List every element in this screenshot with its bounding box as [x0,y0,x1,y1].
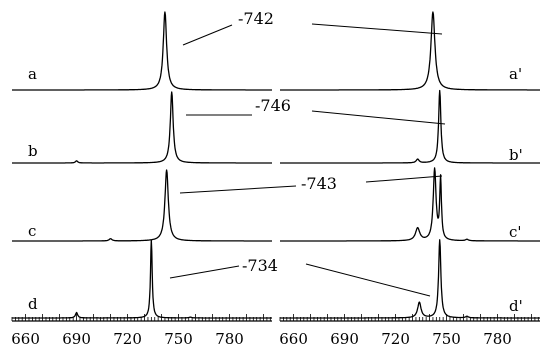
leader-742-left [182,24,233,46]
spectra-traces [11,11,541,319]
trace-label-a: a [28,65,37,83]
leader-742-right [311,23,443,35]
annotation-746: -746 [255,96,291,115]
peak-annotations: -742 -746 -743 -734 [169,9,446,297]
trace-label-c: c [28,222,36,240]
spectrum-trace-b-prime [279,89,541,164]
x-tick-label: 780 [215,330,244,348]
x-tick-label: 720 [381,330,410,348]
x-tick-label: 690 [330,330,359,348]
x-tick-label: 660 [11,330,40,348]
x-tick-label: 750 [164,330,193,348]
trace-labels: a b c d a' b' c' d' [28,65,523,315]
trace-label-c-prime: c' [509,223,522,241]
leader-743-left [179,185,297,194]
annotation-734: -734 [242,256,278,275]
x-tick-label: 780 [483,330,512,348]
x-tick-label: 720 [113,330,142,348]
spectrum-trace-b [11,91,273,164]
spectrum-trace-a-prime [279,11,541,91]
trace-label-b-prime: b' [509,146,523,164]
spectrum-trace-d [11,239,273,319]
spectrum-trace-d-prime [279,239,541,319]
annotation-742: -742 [238,9,274,28]
spectrum-trace-a [11,11,273,91]
leader-734-left [169,265,240,279]
leader-743-right [365,175,443,183]
trace-label-a-prime: a' [509,65,522,83]
spectrum-trace-c [11,169,273,242]
trace-label-b: b [28,142,38,160]
trace-label-d-prime: d' [509,297,523,315]
leader-734-right [305,263,431,297]
x-tick-label: 690 [62,330,91,348]
trace-label-d: d [28,295,38,313]
x-tick-label: 660 [279,330,308,348]
x-tick-label: 750 [432,330,461,348]
spectrum-trace-c-prime [279,167,541,242]
x-axes: 660 690 720 750 780 660 690 720 750 780 [11,314,540,348]
annotation-743: -743 [301,174,337,193]
leader-746-right [311,110,446,125]
